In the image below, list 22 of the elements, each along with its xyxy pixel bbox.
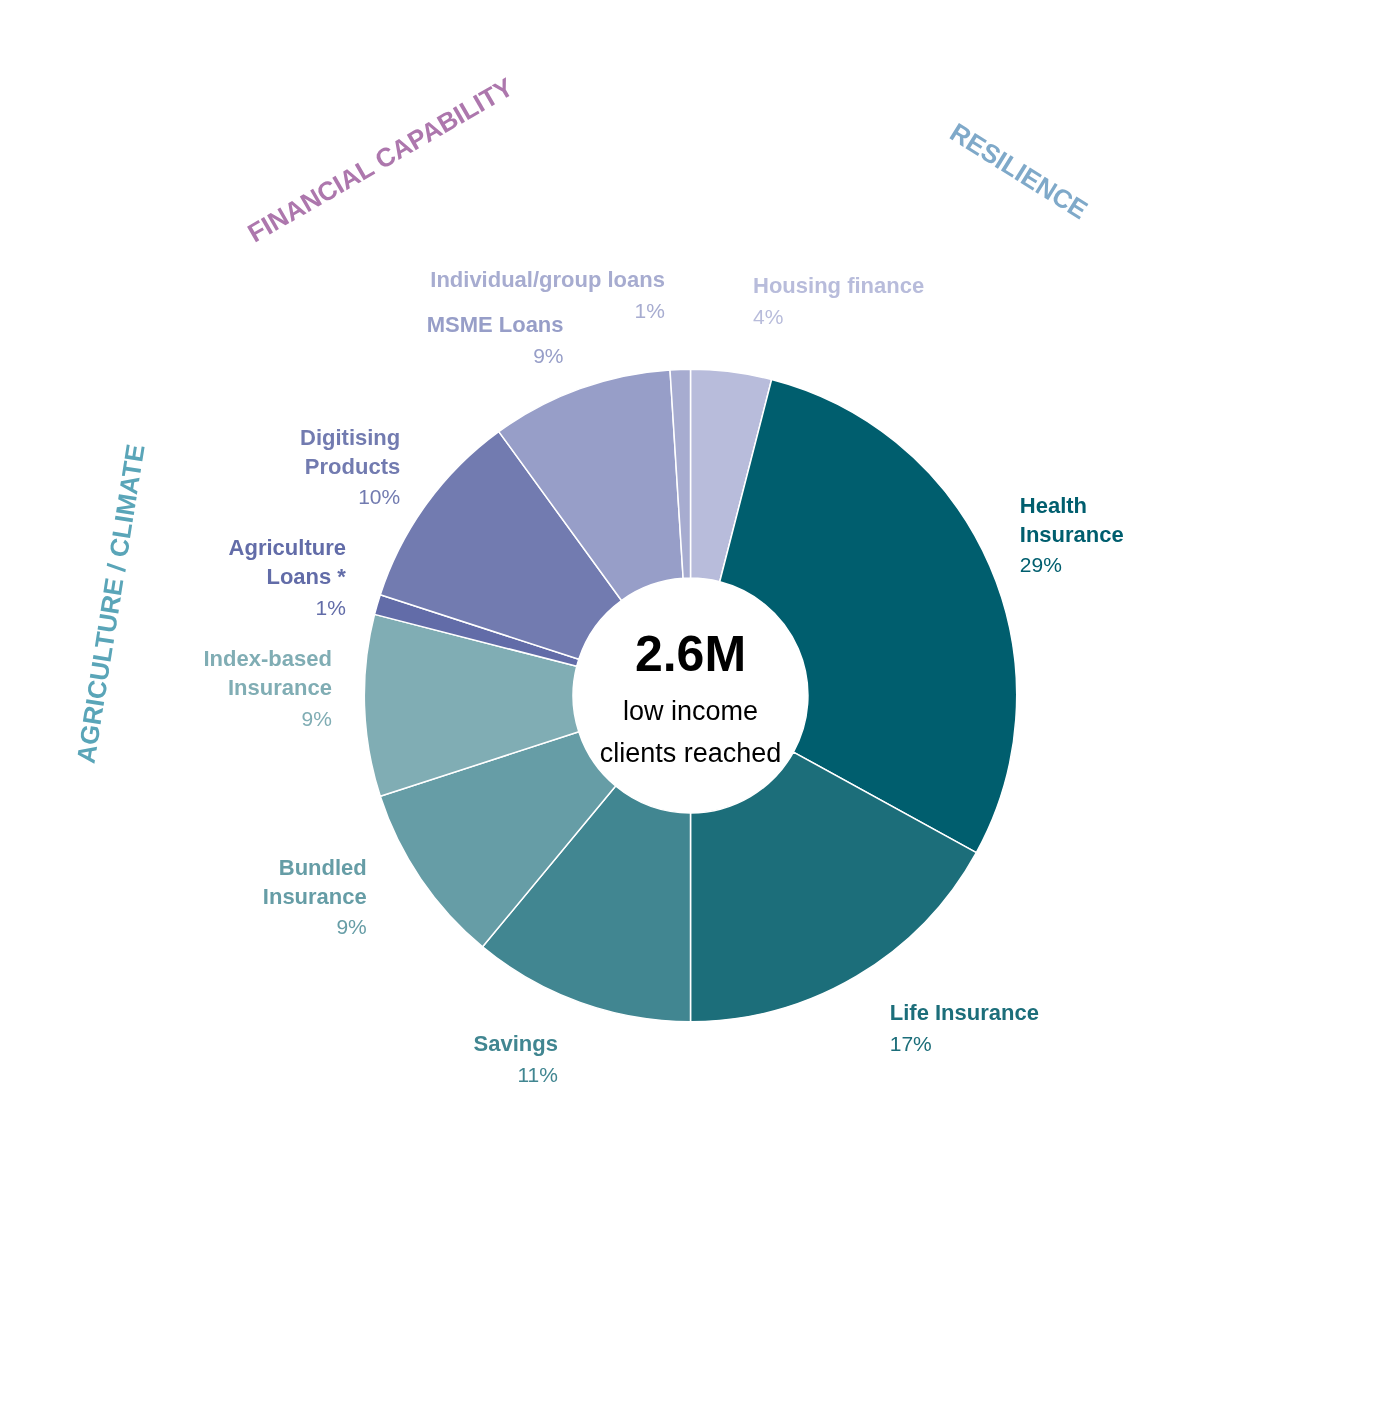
- data-label: 17%: [889, 1031, 932, 1055]
- text: 2.6M: [634, 626, 747, 683]
- slice-label: Agriculture Loans *: [228, 535, 347, 590]
- data-label: 10%: [358, 485, 401, 509]
- data-label: 29%: [1019, 553, 1062, 577]
- slice-label: MSME Loans: [426, 312, 564, 338]
- data-label: 9%: [301, 706, 332, 730]
- data-label: 1%: [315, 595, 346, 619]
- slice-label: Digitising Products: [300, 424, 401, 479]
- slice-label: Life Insurance: [889, 1000, 1039, 1026]
- data-label: 1%: [634, 298, 665, 322]
- slice-label: Housing finance: [753, 273, 925, 299]
- slice-label: Index-based Insurance: [203, 646, 332, 701]
- slice-label: Health Insurance: [1019, 493, 1124, 547]
- data-label: 9%: [533, 343, 564, 367]
- slice-label: Savings: [473, 1031, 558, 1057]
- slice-label: Bundled Insurance: [262, 854, 367, 909]
- data-label: 11%: [517, 1062, 558, 1086]
- data-label: 9%: [336, 915, 367, 939]
- data-label: 4%: [753, 304, 784, 328]
- slice-label: Individual/group loans: [430, 267, 665, 293]
- text: low income clients reached: [599, 695, 782, 768]
